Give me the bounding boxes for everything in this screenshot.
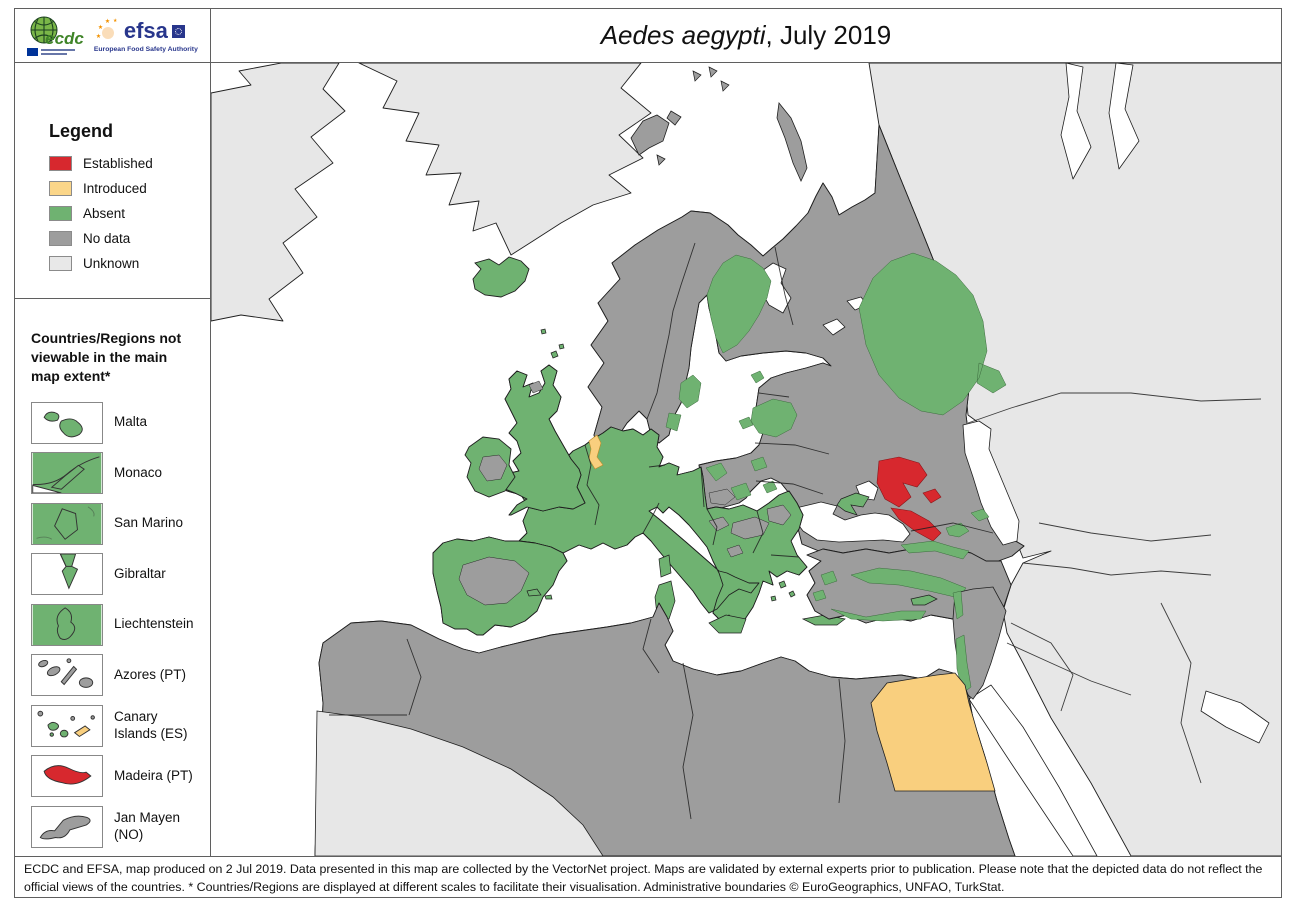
belarus-absent [750, 398, 798, 438]
corsica [658, 554, 672, 578]
europe-map [211, 63, 1281, 856]
inset-item-san-marino: San Marino [31, 502, 202, 545]
caucasus-absent-patches [945, 508, 990, 538]
legend-panel: Legend Established Introduced Absent No … [15, 63, 210, 299]
svalbard [630, 110, 682, 166]
country-borders [329, 242, 1262, 820]
efsa-stars-icon [96, 18, 117, 39]
legend-swatch-established [49, 156, 72, 171]
map-title-date: , July 2019 [765, 20, 892, 50]
inset-item-jan-mayen: Jan Mayen (NO) [31, 805, 202, 848]
central-russia-absent [858, 252, 1007, 416]
czechia-interior [708, 488, 736, 506]
gibraltar-map-icon [31, 553, 103, 595]
inland-seas [758, 262, 1020, 546]
region-absent-western-europe [432, 256, 846, 636]
finland-absent [706, 254, 772, 354]
region-unknown-landmasses [211, 63, 1281, 856]
turkey-absent-patches [812, 540, 970, 622]
legend-item-introduced: Introduced [49, 181, 210, 196]
legend-swatch-unknown [49, 256, 72, 271]
inset-item-malta: Malta [31, 401, 202, 444]
azores-map-icon [31, 654, 103, 696]
legend-item-no-data: No data [49, 231, 210, 246]
san-marino-map-icon [31, 502, 103, 545]
region-absent-east [665, 252, 1007, 538]
inset-item-liechtenstein: Liechtenstein [31, 603, 202, 646]
franz-josef-land [692, 66, 730, 92]
austria-east [708, 516, 730, 532]
ecdc-globe-icon [30, 16, 58, 44]
region-turkey-levant [806, 540, 1012, 700]
legend-heading: Legend [49, 121, 114, 141]
region-introduced-egypt [870, 672, 996, 792]
map-title-species: Aedes aegypti [600, 20, 766, 50]
balearics [526, 588, 553, 600]
sweden-absent-patches [665, 374, 702, 432]
insets-panel: Countries/Regions not viewable in the ma… [15, 299, 210, 856]
footer-note: ECDC and EFSA, map produced on 2 Jul 201… [15, 856, 1281, 897]
legend-swatch-absent [49, 206, 72, 221]
legend-swatch-no-data [49, 231, 72, 246]
iceland [472, 256, 530, 298]
madeira-map-icon [31, 755, 103, 797]
legend-item-established: Established [49, 156, 210, 171]
spain-interior [458, 556, 530, 606]
region-established-black-sea [876, 456, 942, 542]
scotland-patch [528, 380, 544, 394]
inset-item-monaco: Monaco [31, 452, 202, 494]
efsa-subtitle: European Food Safety Authority [93, 46, 198, 53]
region-introduced-netherlands [588, 434, 604, 470]
inset-item-canary-islands: Canary Islands (ES) [31, 704, 202, 747]
cyprus-absent [910, 594, 938, 606]
map-area [211, 63, 1281, 856]
northern-isles [540, 328, 565, 359]
eu-flag-icon [27, 48, 39, 56]
ecdc-smallprint [41, 49, 76, 55]
black-sea [793, 501, 911, 543]
sicily [708, 614, 747, 634]
efsa-logo: efsa European Food Safety Authority [94, 18, 198, 53]
malta-map-icon [31, 401, 103, 444]
region-nodata-eastern-europe [587, 66, 1025, 565]
legend-item-unknown: Unknown [49, 256, 210, 271]
ireland-interior [478, 454, 508, 482]
ecdc-logo: ecdc [27, 15, 84, 56]
map-title: Aedes aegypti, July 2019 [211, 9, 1281, 63]
balkans-patch [726, 544, 744, 558]
romania-interior [766, 504, 792, 526]
estonia-patch [750, 370, 765, 384]
arctic-and-gulf-waters [968, 63, 1270, 856]
efsa-wordmark: efsa [123, 18, 168, 43]
lithuania-patch [738, 416, 754, 430]
inset-item-gibraltar: Gibraltar [31, 553, 202, 595]
legend-item-absent: Absent [49, 206, 210, 221]
caspian-sea [962, 420, 1020, 546]
ecdc-wordmark: ecdc [45, 29, 84, 48]
map-document-frame: ecdc [14, 8, 1282, 898]
poland-absent-patches [705, 456, 768, 501]
novaya-zemlya [776, 102, 808, 182]
hungary [730, 516, 770, 540]
jan-mayen-map-icon [31, 805, 103, 848]
canary-islands-map-icon [31, 704, 103, 747]
west-sahara-unknown [314, 710, 604, 856]
logo-panel: ecdc [15, 9, 211, 63]
inset-item-madeira: Madeira (PT) [31, 755, 202, 797]
legend-swatch-introduced [49, 181, 72, 196]
insets-heading: Countries/Regions not viewable in the ma… [31, 329, 182, 384]
region-nodata-patches-west [458, 380, 792, 606]
liechtenstein-map-icon [31, 603, 103, 646]
sidebar: Legend Established Introduced Absent No … [15, 63, 211, 856]
aegean-islands [770, 580, 796, 602]
persian-gulf [1200, 690, 1270, 744]
inset-item-azores: Azores (PT) [31, 654, 202, 696]
crimea-absent [836, 492, 870, 516]
red-sea [968, 684, 1098, 856]
efsa-square-icon [171, 24, 185, 38]
monaco-map-icon [31, 452, 103, 494]
syria-coast-absent [952, 590, 964, 620]
